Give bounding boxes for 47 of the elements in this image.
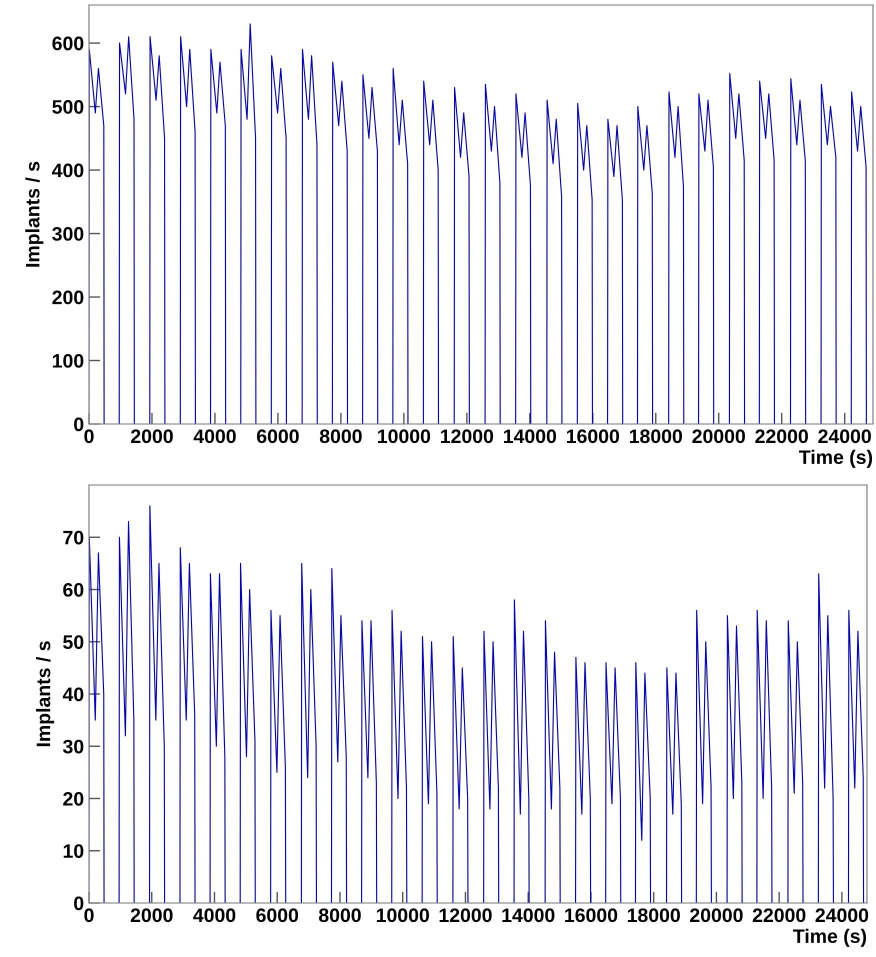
- x-tick-label: 0: [84, 908, 94, 922]
- x-tick-label: 18000: [628, 908, 680, 922]
- x-tick-label: 6000: [257, 429, 299, 444]
- y-tick-label: 40: [62, 687, 84, 702]
- y-tick-label: 400: [52, 164, 84, 178]
- y-tick-label: 60: [63, 582, 84, 597]
- x-tick-label: 6000: [256, 908, 298, 922]
- x-tick-label: 14000: [504, 429, 556, 444]
- x-tick-label: 16000: [565, 908, 618, 922]
- x-tick-label: 4000: [193, 908, 236, 922]
- x-tick-label: 24000: [818, 429, 871, 444]
- line-series: [89, 23, 867, 424]
- x-tick-label: 22000: [752, 908, 806, 922]
- x-tick-label: 2000: [131, 429, 173, 444]
- x-tick-label: 20000: [692, 429, 745, 444]
- x-tick-label: 12000: [440, 908, 492, 922]
- x-tick-label: 0: [84, 429, 94, 444]
- y-tick-label: 0: [74, 896, 84, 910]
- y-axis-title: Implants / s: [36, 641, 54, 746]
- y-tick-label: 600: [52, 36, 84, 50]
- y-tick-label: 200: [52, 290, 84, 304]
- line-series: [89, 505, 864, 903]
- x-tick-label: 8000: [318, 908, 361, 922]
- y-tick-label: 500: [52, 100, 84, 114]
- x-tick-label: 10000: [378, 429, 430, 444]
- x-tick-label: 8000: [320, 429, 362, 444]
- y-tick-label: 300: [52, 227, 84, 241]
- x-tick-label: 4000: [194, 429, 236, 444]
- x-tick-label: 10000: [376, 908, 429, 922]
- y-tick-label: 100: [52, 354, 84, 368]
- x-tick-label: 12000: [441, 429, 494, 444]
- x-tick-label: 2000: [130, 908, 173, 922]
- x-axis-title: Time (s): [793, 928, 866, 947]
- y-tick-label: 50: [63, 635, 84, 649]
- x-tick-label: 16000: [566, 429, 620, 444]
- y-tick-label: 0: [74, 417, 84, 432]
- y-tick-label: 20: [63, 792, 84, 806]
- x-axis-title: Time (s): [799, 450, 872, 468]
- y-tick-label: 70: [63, 530, 84, 544]
- y-tick-label: 10: [64, 844, 84, 858]
- y-tick-label: 30: [62, 740, 84, 754]
- x-tick-label: 24000: [816, 908, 868, 922]
- x-tick-label: 20000: [690, 908, 743, 922]
- y-axis-title: Implants / s: [25, 162, 44, 267]
- x-tick-label: 18000: [630, 429, 682, 444]
- x-tick-label: 22000: [755, 429, 808, 444]
- x-tick-label: 14000: [502, 908, 554, 922]
